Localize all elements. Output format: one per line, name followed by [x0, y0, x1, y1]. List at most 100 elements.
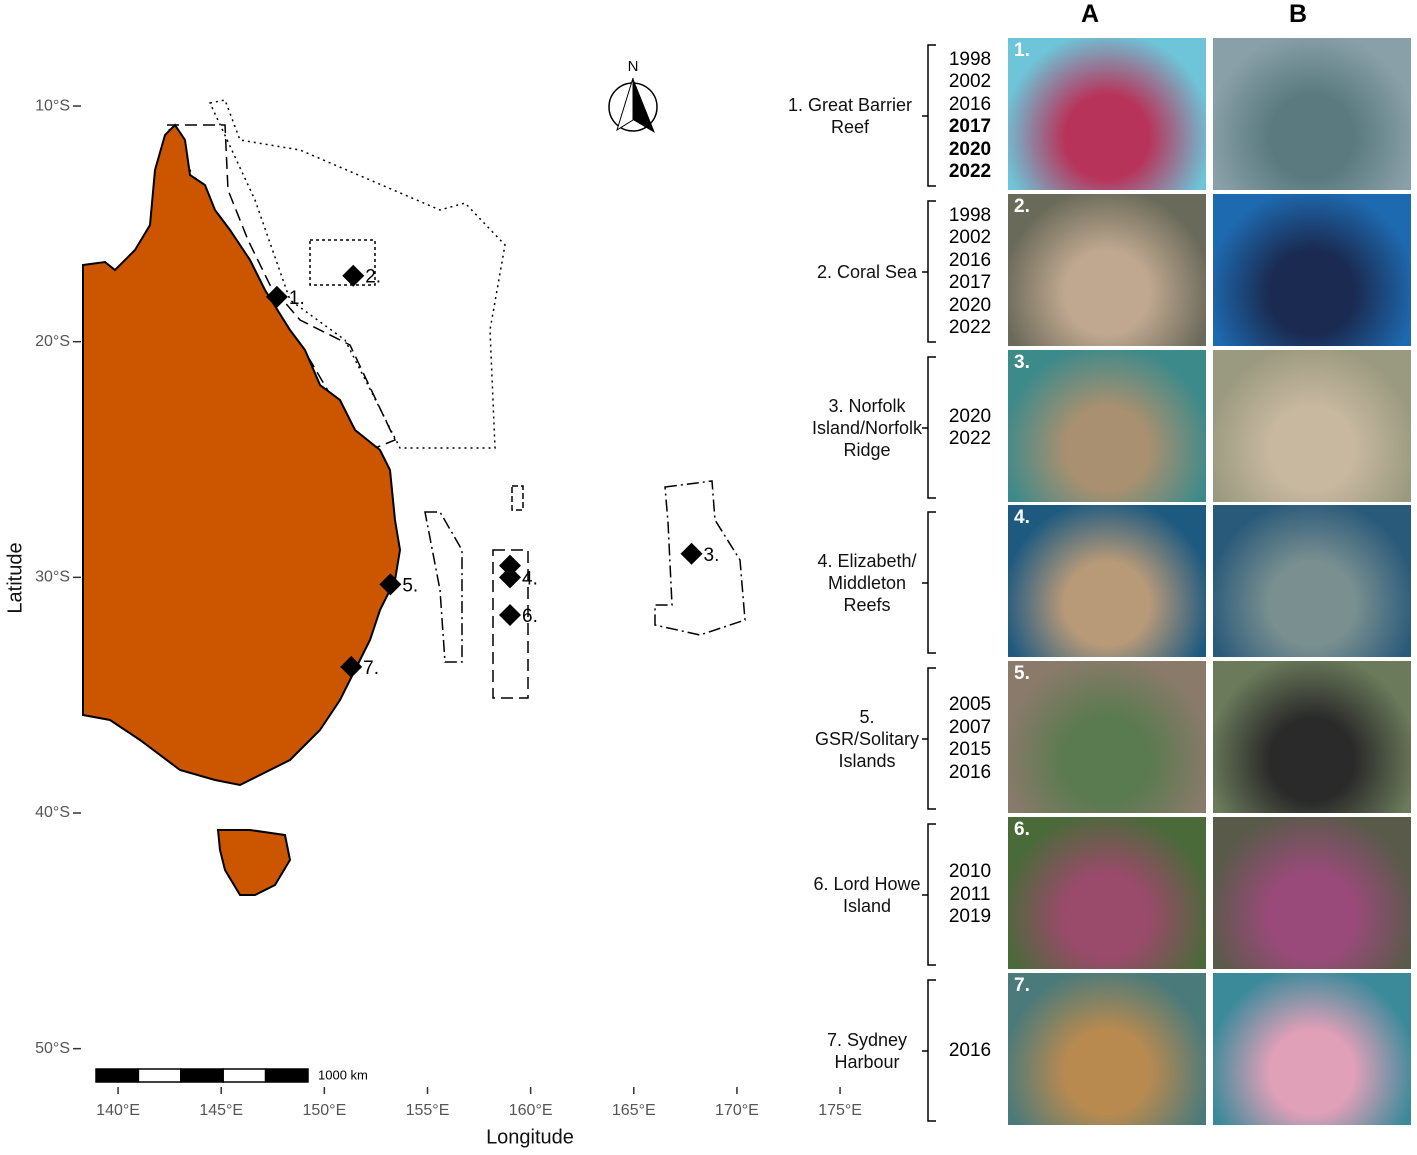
site-marker	[342, 264, 365, 287]
year: 1998	[948, 48, 992, 70]
x-tick-label: 140°E	[96, 1102, 140, 1119]
site-label: 5.	[402, 575, 418, 596]
bracket	[922, 511, 936, 654]
y-tick-label: 50°S	[35, 1040, 70, 1057]
x-tick-label: 155°E	[406, 1102, 450, 1119]
x-tick-label: 175°E	[818, 1102, 862, 1119]
coral-photo	[1213, 194, 1411, 346]
map: 1000 km N Longitude Latitude 140°E 145°E 1…	[4, 58, 862, 1148]
year: 2016	[948, 93, 992, 115]
coral-photo	[1213, 973, 1411, 1125]
x-tick-label: 145°E	[199, 1102, 243, 1119]
y-tick-label: 10°S	[35, 97, 70, 114]
photo-label: 5.	[1014, 663, 1030, 684]
year: 2010	[948, 861, 992, 882]
coral-photo	[1213, 661, 1411, 813]
coral-photo	[1213, 350, 1411, 502]
year: 2002	[948, 71, 992, 92]
year: 2019	[948, 906, 992, 927]
bracket	[922, 356, 936, 499]
photo-label: 6.	[1014, 819, 1030, 840]
years: 2016	[942, 1040, 998, 1063]
coral-photo: 7.	[1008, 973, 1206, 1125]
coral-photo: 5.	[1008, 661, 1206, 813]
site-label: 4.	[522, 568, 538, 589]
years: 2005 2007 2015 2016	[942, 694, 998, 784]
year: 2016	[948, 761, 992, 783]
site-marker	[499, 604, 522, 627]
y-tick-label: 40°S	[35, 804, 70, 821]
scale-label: 1000 km	[318, 1067, 368, 1082]
site-label: 6.	[522, 606, 538, 627]
coral-photo: 2.	[1008, 194, 1206, 346]
coral-photo	[1213, 38, 1411, 190]
coral-photo: 4.	[1008, 505, 1206, 657]
site-name: 3. Norfolk Island/Norfolk Ridge	[812, 396, 923, 460]
site-marker	[680, 542, 703, 565]
site-label: 7.	[363, 658, 379, 679]
year: 2017	[948, 116, 992, 137]
years: 2010 2011 2019	[942, 861, 998, 929]
year: 2005	[948, 694, 992, 715]
year: 2022	[948, 317, 992, 338]
y-tick-label: 20°S	[35, 333, 70, 350]
year: 2020	[948, 405, 992, 427]
years: 1998 2002 2016 2017 2020 2022	[942, 49, 998, 184]
site-marker	[340, 655, 363, 678]
column-header: A	[1081, 0, 1100, 28]
tasmania	[216, 829, 292, 896]
bracket	[922, 979, 936, 1122]
site-name: 2. Coral Sea	[816, 262, 918, 282]
site-label: 2.	[365, 267, 381, 288]
year: 2022	[948, 161, 992, 182]
site-name: 7. Sydney Harbour	[826, 1030, 908, 1072]
photo-label: 1.	[1014, 40, 1030, 61]
x-tick-label: 170°E	[715, 1102, 759, 1119]
scale-bar	[95, 1068, 309, 1083]
photo-label: 4.	[1014, 507, 1030, 528]
year: 2022	[948, 428, 992, 449]
australia	[82, 123, 402, 787]
year: 2015	[948, 739, 992, 760]
site-name: 5. GSR/Solitary Islands	[814, 707, 920, 771]
year: 1998	[948, 204, 992, 226]
year: 2020	[948, 294, 992, 316]
coral-photo: 1.	[1008, 38, 1206, 190]
site-name: 6. Lord Howe Island	[813, 874, 921, 916]
year: 2016	[948, 249, 992, 271]
x-tick-label: 160°E	[509, 1102, 553, 1119]
column-header: B	[1289, 0, 1308, 28]
coral-photo	[1213, 817, 1411, 969]
site-marker	[499, 554, 522, 577]
year: 2007	[948, 716, 992, 738]
site-label: 1.	[289, 288, 305, 309]
photo-label: 7.	[1014, 975, 1030, 996]
site-marker	[265, 285, 288, 308]
site-marker	[379, 573, 402, 596]
photo-label: 3.	[1014, 352, 1030, 373]
year: 2016	[948, 1039, 992, 1061]
year: 2011	[949, 883, 991, 905]
year: 2020	[948, 138, 992, 160]
y-axis-label: Latitude	[4, 542, 26, 613]
x-tick-label: 150°E	[302, 1102, 346, 1119]
bracket	[922, 667, 936, 810]
site-label: 3.	[704, 545, 720, 566]
years: 2020 2022	[942, 406, 998, 451]
coral-photo	[1213, 505, 1411, 657]
x-axis-label: Longitude	[486, 1126, 574, 1148]
x-tick-label: 165°E	[612, 1102, 656, 1119]
bracket	[922, 823, 936, 966]
year: 2017	[948, 272, 992, 293]
photo-label: 2.	[1014, 196, 1030, 217]
site-name: 1. Great Barrier Reef	[787, 95, 913, 137]
y-tick-label: 30°S	[35, 569, 70, 586]
coral-photo: 3.	[1008, 350, 1206, 502]
site-name: 4. Elizabeth/ Middleton Reefs	[817, 551, 917, 615]
bracket	[922, 200, 936, 343]
coral-photo: 6.	[1008, 817, 1206, 969]
year: 2002	[948, 227, 992, 248]
bracket	[922, 44, 936, 187]
north-label: N	[628, 58, 639, 75]
